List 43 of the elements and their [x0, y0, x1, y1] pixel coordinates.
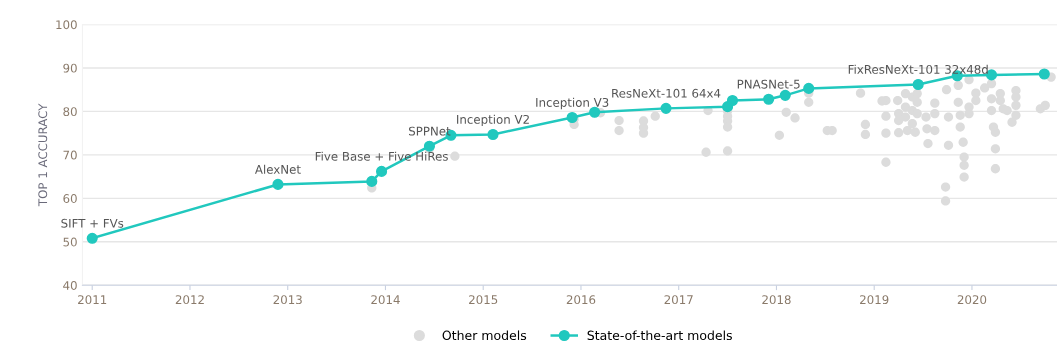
- x-tick-label: 2015: [469, 295, 498, 305]
- point: [660, 102, 672, 114]
- annotation: SPPNet: [409, 126, 451, 136]
- x-tick-label: 2012: [175, 295, 204, 305]
- legend-label: State-of-the-art models: [587, 330, 732, 341]
- y-tick-label: 80: [63, 107, 77, 117]
- annotation: PNASNet-5: [737, 79, 800, 89]
- y-tick-label: 50: [63, 237, 77, 247]
- annotation: SIFT + FVs: [61, 218, 124, 228]
- point: [589, 106, 601, 118]
- y-tick-label: 100: [56, 20, 77, 30]
- annotation: ResNeXt-101 64x4: [612, 88, 721, 98]
- legend-label: Other models: [442, 330, 527, 341]
- point: [376, 165, 388, 177]
- x-tick-label: 2020: [957, 295, 987, 305]
- point: [487, 128, 499, 141]
- y-tick-label: 60: [63, 194, 77, 203]
- y-tick-label: 40: [63, 280, 77, 290]
- x-tick-label: 2013: [273, 295, 302, 305]
- point: [763, 93, 775, 105]
- x-tick-label: 2018: [762, 295, 791, 305]
- point: [803, 82, 815, 94]
- annotation: Five Base + Five HiRes: [315, 151, 448, 161]
- point: [779, 89, 791, 101]
- y-tick-label: 70: [63, 150, 77, 160]
- x-tick-label: 2019: [860, 295, 889, 305]
- point: [366, 175, 378, 187]
- point: [272, 178, 284, 190]
- y-tick-label: 90: [63, 63, 77, 73]
- point: [912, 78, 924, 91]
- annotation: Inception V2: [457, 114, 529, 127]
- point: [726, 94, 739, 107]
- x-tick-label: 2014: [371, 295, 400, 305]
- point: [1038, 68, 1050, 80]
- x-tick-label: 2016: [566, 295, 596, 305]
- x-tick-label: 2011: [78, 295, 107, 305]
- x-tick-label: 2017: [664, 295, 693, 305]
- annotation: Inception V3: [536, 97, 609, 110]
- point: [423, 140, 436, 152]
- annotation: AlexNet: [254, 164, 301, 174]
- annotation: FixResNeXt-101 32x48d: [848, 64, 988, 74]
- point: [86, 232, 98, 244]
- y-axis-title: TOP 1 ACCURACY: [38, 103, 48, 207]
